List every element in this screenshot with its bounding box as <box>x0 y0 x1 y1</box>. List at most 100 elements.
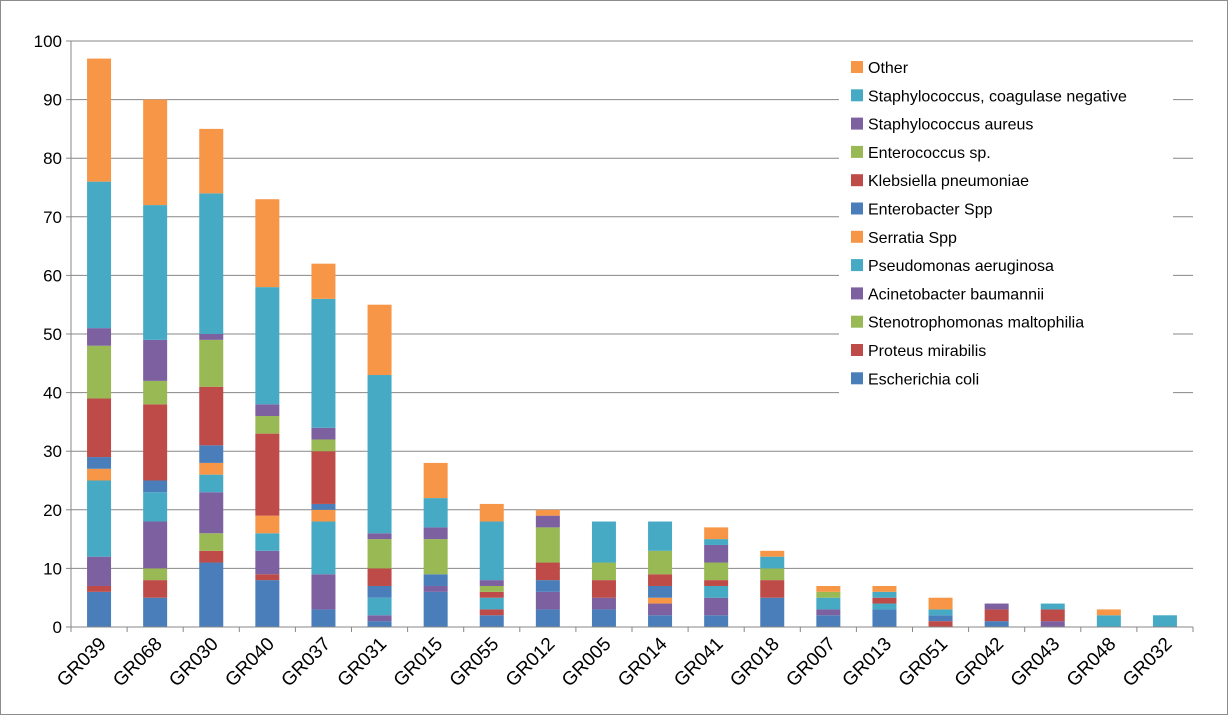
bar-gr018-klebsiella-pneumoniae <box>760 580 785 598</box>
legend-swatch-staphylococcus-aureus <box>851 117 863 130</box>
legend-swatch-enterococcus-sp <box>851 145 863 158</box>
y-tick-label: 10 <box>43 559 62 578</box>
legend-label-serratia-spp: Serratia Spp <box>868 230 957 247</box>
bar-gr018-staphylococcus-coagulase-negative <box>760 556 785 569</box>
bar-gr043-klebsiella-pneumoniae <box>1040 609 1065 622</box>
bar-gr007-acinetobacter-baumannii <box>816 609 841 616</box>
y-tick-label: 50 <box>43 325 62 344</box>
bar-gr039-escherichia-coli <box>87 591 112 627</box>
x-tick-label-gr048: GR048 <box>1063 634 1120 691</box>
bar-gr040-other <box>255 199 280 288</box>
bar-gr037-enterobacter-spp <box>311 503 336 510</box>
bar-gr015-other <box>423 462 448 499</box>
bar-gr051-staphylococcus-coagulase-negative <box>928 609 953 616</box>
legend-label-staphylococcus-aureus: Staphylococcus aureus <box>868 117 1033 134</box>
bar-gr031-pseudomonas-aeruginosa <box>367 597 392 616</box>
bar-gr041-staphylococcus-aureus <box>704 544 729 563</box>
bar-gr051-proteus-mirabilis <box>928 621 953 627</box>
bar-gr014-acinetobacter-baumannii <box>648 603 673 616</box>
bar-gr039-proteus-mirabilis <box>87 585 112 592</box>
bar-gr012-enterobacter-spp <box>535 580 560 592</box>
bar-gr030-enterobacter-spp <box>199 445 224 463</box>
bar-gr012-klebsiella-pneumoniae <box>535 562 560 581</box>
bar-gr037-other <box>311 263 336 299</box>
bar-gr018-escherichia-coli <box>760 597 785 627</box>
legend-label-escherichia-coli: Escherichia coli <box>868 371 979 388</box>
x-tick-label-gr014: GR014 <box>614 633 672 691</box>
x-tick-label-gr055: GR055 <box>446 634 503 691</box>
x-tick-label-gr068: GR068 <box>109 634 166 691</box>
bar-gr037-klebsiella-pneumoniae <box>311 451 336 504</box>
bar-gr005-klebsiella-pneumoniae <box>591 580 616 598</box>
bar-gr030-pseudomonas-aeruginosa <box>199 474 224 493</box>
bar-gr068-escherichia-coli <box>143 597 168 627</box>
bar-gr007-pseudomonas-aeruginosa <box>816 597 841 610</box>
legend-swatch-other <box>851 61 863 73</box>
bar-gr012-acinetobacter-baumannii <box>535 591 560 610</box>
bar-gr039-acinetobacter-baumannii <box>87 556 112 586</box>
bar-gr014-serratia-spp <box>648 597 673 604</box>
bar-gr014-staphylococcus-coagulase-negative <box>648 521 673 551</box>
x-tick-label-gr039: GR039 <box>53 634 110 691</box>
y-tick-label: 0 <box>53 618 62 637</box>
bar-gr068-staphylococcus-aureus <box>143 339 168 381</box>
x-tick-label-gr037: GR037 <box>278 634 335 691</box>
x-tick-label-gr041: GR041 <box>670 634 727 691</box>
bar-gr031-escherichia-coli <box>367 621 392 627</box>
bar-gr055-enterococcus-sp <box>479 585 504 592</box>
x-tick-label-gr013: GR013 <box>839 634 896 691</box>
bar-gr030-serratia-spp <box>199 462 224 475</box>
bar-gr055-escherichia-coli <box>479 615 504 627</box>
bar-gr015-acinetobacter-baumannii <box>423 585 448 592</box>
legend-label-other: Other <box>868 60 909 77</box>
bar-gr039-serratia-spp <box>87 468 112 481</box>
bar-gr039-pseudomonas-aeruginosa <box>87 480 112 557</box>
bar-gr031-enterococcus-sp <box>367 539 392 569</box>
legend-swatch-escherichia-coli <box>851 372 863 385</box>
bar-gr055-staphylococcus-aureus <box>479 580 504 586</box>
bar-gr013-klebsiella-pneumoniae <box>872 597 897 604</box>
y-tick-label: 20 <box>43 501 62 520</box>
x-tick-label-gr043: GR043 <box>1007 634 1064 691</box>
bar-gr030-other <box>199 128 224 194</box>
bar-gr068-stenotrophomonas-maltophilia <box>143 568 168 581</box>
bar-gr015-staphylococcus-aureus <box>423 527 448 540</box>
bar-gr013-staphylococcus-coagulase-negative <box>872 591 897 598</box>
legend-swatch-klebsiella-pneumoniae <box>851 174 863 187</box>
x-tick-label-gr018: GR018 <box>726 634 783 691</box>
bar-gr015-enterobacter-spp <box>423 574 448 586</box>
y-tick-label: 80 <box>43 149 62 168</box>
bar-gr015-staphylococcus-coagulase-negative <box>423 498 448 528</box>
legend-swatch-serratia-spp <box>851 230 863 243</box>
legend-swatch-staphylococcus-coagulase-negative <box>851 89 863 102</box>
bar-gr007-other <box>816 585 841 592</box>
x-tick-label-gr032: GR032 <box>1119 634 1176 691</box>
bar-gr012-staphylococcus-aureus <box>535 515 560 528</box>
legend-box <box>839 51 1173 399</box>
legend-label-proteus-mirabilis: Proteus mirabilis <box>868 343 986 360</box>
bar-gr068-acinetobacter-baumannii <box>143 521 168 569</box>
bar-gr030-klebsiella-pneumoniae <box>199 386 224 446</box>
bar-gr040-pseudomonas-aeruginosa <box>255 533 280 551</box>
bar-gr015-escherichia-coli <box>423 591 448 627</box>
legend-swatch-acinetobacter-baumannii <box>851 287 863 300</box>
bar-gr037-pseudomonas-aeruginosa <box>311 521 336 575</box>
y-tick-label: 60 <box>43 266 62 285</box>
bar-gr030-staphylococcus-aureus <box>199 334 224 340</box>
legend-swatch-stenotrophomonas-maltophilia <box>851 315 863 328</box>
bar-gr037-staphylococcus-aureus <box>311 427 336 440</box>
bar-gr037-staphylococcus-coagulase-negative <box>311 298 336 428</box>
bar-gr039-enterococcus-sp <box>87 345 112 399</box>
bar-gr031-klebsiella-pneumoniae <box>367 568 392 586</box>
bar-gr042-klebsiella-pneumoniae <box>984 609 1009 622</box>
bar-gr068-proteus-mirabilis <box>143 580 168 598</box>
x-tick-label-gr031: GR031 <box>334 634 391 691</box>
bar-gr042-escherichia-coli <box>984 621 1009 627</box>
bar-gr014-klebsiella-pneumoniae <box>648 574 673 586</box>
y-tick-label: 70 <box>43 208 62 227</box>
bar-gr055-staphylococcus-coagulase-negative <box>479 521 504 581</box>
bar-gr013-escherichia-coli <box>872 609 897 627</box>
bar-gr042-staphylococcus-aureus <box>984 603 1009 610</box>
y-tick-label: 90 <box>43 91 62 110</box>
